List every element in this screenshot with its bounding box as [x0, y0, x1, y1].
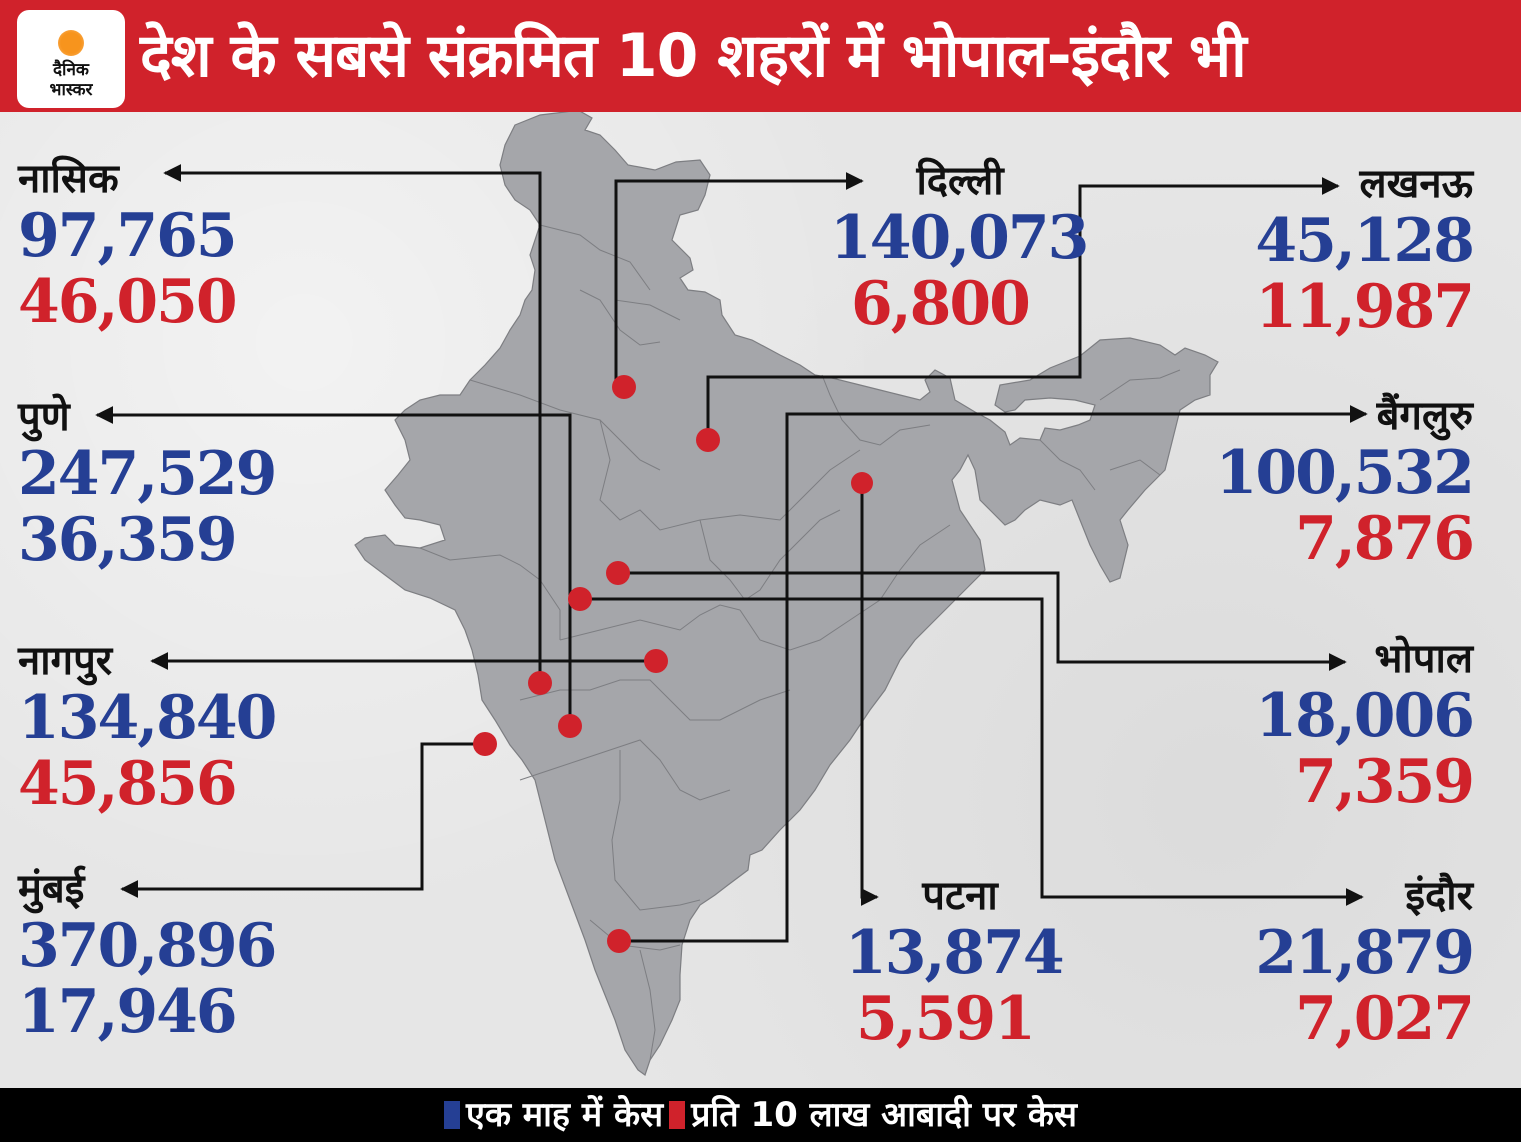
per-million-cases: 46,050	[18, 267, 238, 337]
city-name: लखनऊ	[1359, 161, 1473, 207]
monthly-cases: 370,896	[18, 911, 277, 981]
city-dots	[473, 375, 873, 953]
monthly-cases: 140,073	[830, 203, 1089, 273]
per-million-cases: 5,591	[856, 984, 1036, 1054]
dot-delhi	[612, 375, 636, 399]
blue-swatch-icon	[444, 1101, 461, 1129]
city-pune: पुणे 247,529 36,359	[18, 393, 277, 575]
red-swatch-icon	[669, 1101, 686, 1129]
city-bengaluru: बैंगलुरु 100,532 7,876	[1215, 392, 1475, 574]
dot-mumbai	[473, 732, 497, 756]
monthly-cases: 45,128	[1255, 206, 1475, 276]
dot-patna	[851, 472, 873, 494]
city-name: नासिक	[18, 156, 119, 202]
city-name: बैंगलुरु	[1376, 393, 1473, 439]
monthly-cases: 18,006	[1255, 681, 1475, 751]
legend-item-per-million: प्रति 10 लाख आबादी पर केस	[669, 1088, 1077, 1142]
legend-label: एक माह में केस	[466, 1095, 664, 1135]
per-million-cases: 17,946	[18, 977, 238, 1047]
city-mumbai: मुंबई 370,896 17,946	[18, 865, 277, 1047]
city-name: मुंबई	[18, 866, 85, 912]
city-name: इंदौर	[1405, 873, 1473, 919]
city-indore: इंदौर 21,879 7,027	[1255, 872, 1475, 1054]
per-million-cases: 36,359	[18, 505, 238, 575]
city-lucknow: लखनऊ 45,128 11,987	[1255, 160, 1475, 342]
monthly-cases: 13,874	[845, 918, 1065, 988]
monthly-cases: 21,879	[1255, 918, 1475, 988]
city-name: नागपुर	[18, 638, 113, 684]
city-nashik: नासिक 97,765 46,050	[18, 155, 238, 337]
page-title: देश के सबसे संक्रमित 10 शहरों में भोपाल-…	[140, 21, 1247, 91]
city-nagpur: नागपुर 134,840 45,856	[18, 637, 277, 819]
per-million-cases: 45,856	[18, 749, 238, 819]
city-name: दिल्ली	[916, 158, 1004, 204]
monthly-cases: 100,532	[1215, 438, 1475, 508]
legend-item-monthly: एक माह में केस	[444, 1088, 663, 1142]
monthly-cases: 247,529	[18, 439, 277, 509]
city-name: पटना	[922, 873, 998, 919]
city-bhopal: भोपाल 18,006 7,359	[1255, 635, 1475, 817]
city-name: पुणे	[18, 394, 70, 440]
per-million-cases: 11,987	[1255, 272, 1475, 342]
dot-pune	[558, 714, 582, 738]
per-million-cases: 7,876	[1295, 504, 1475, 574]
city-delhi: दिल्ली 140,073 6,800	[830, 157, 1089, 339]
dot-indore	[568, 587, 592, 611]
header-banner: दैनिक भास्कर देश के सबसे संक्रमित 10 शहर…	[0, 0, 1521, 112]
per-million-cases: 7,359	[1295, 747, 1475, 817]
dot-lucknow	[696, 428, 720, 452]
dot-bhopal	[606, 561, 630, 585]
sun-icon	[58, 30, 84, 56]
per-million-cases: 7,027	[1295, 984, 1475, 1054]
connector-lines	[95, 164, 1368, 943]
city-patna: पटना 13,874 5,591	[845, 872, 1065, 1054]
legend-label: प्रति 10 लाख आबादी पर केस	[691, 1095, 1077, 1135]
dainik-bhaskar-logo: दैनिक भास्कर	[17, 10, 125, 108]
per-million-cases: 6,800	[851, 269, 1031, 339]
legend-bar: एक माह में केस प्रति 10 लाख आबादी पर केस	[0, 1088, 1521, 1142]
state-borders	[419, 224, 1181, 1061]
logo-line-2: भास्कर	[49, 80, 93, 100]
dot-bengaluru	[607, 929, 631, 953]
dot-nagpur	[644, 649, 668, 673]
logo-line-1: दैनिक	[53, 60, 89, 80]
monthly-cases: 97,765	[18, 201, 238, 271]
monthly-cases: 134,840	[18, 683, 277, 753]
city-name: भोपाल	[1374, 636, 1473, 682]
dot-nashik	[528, 671, 552, 695]
